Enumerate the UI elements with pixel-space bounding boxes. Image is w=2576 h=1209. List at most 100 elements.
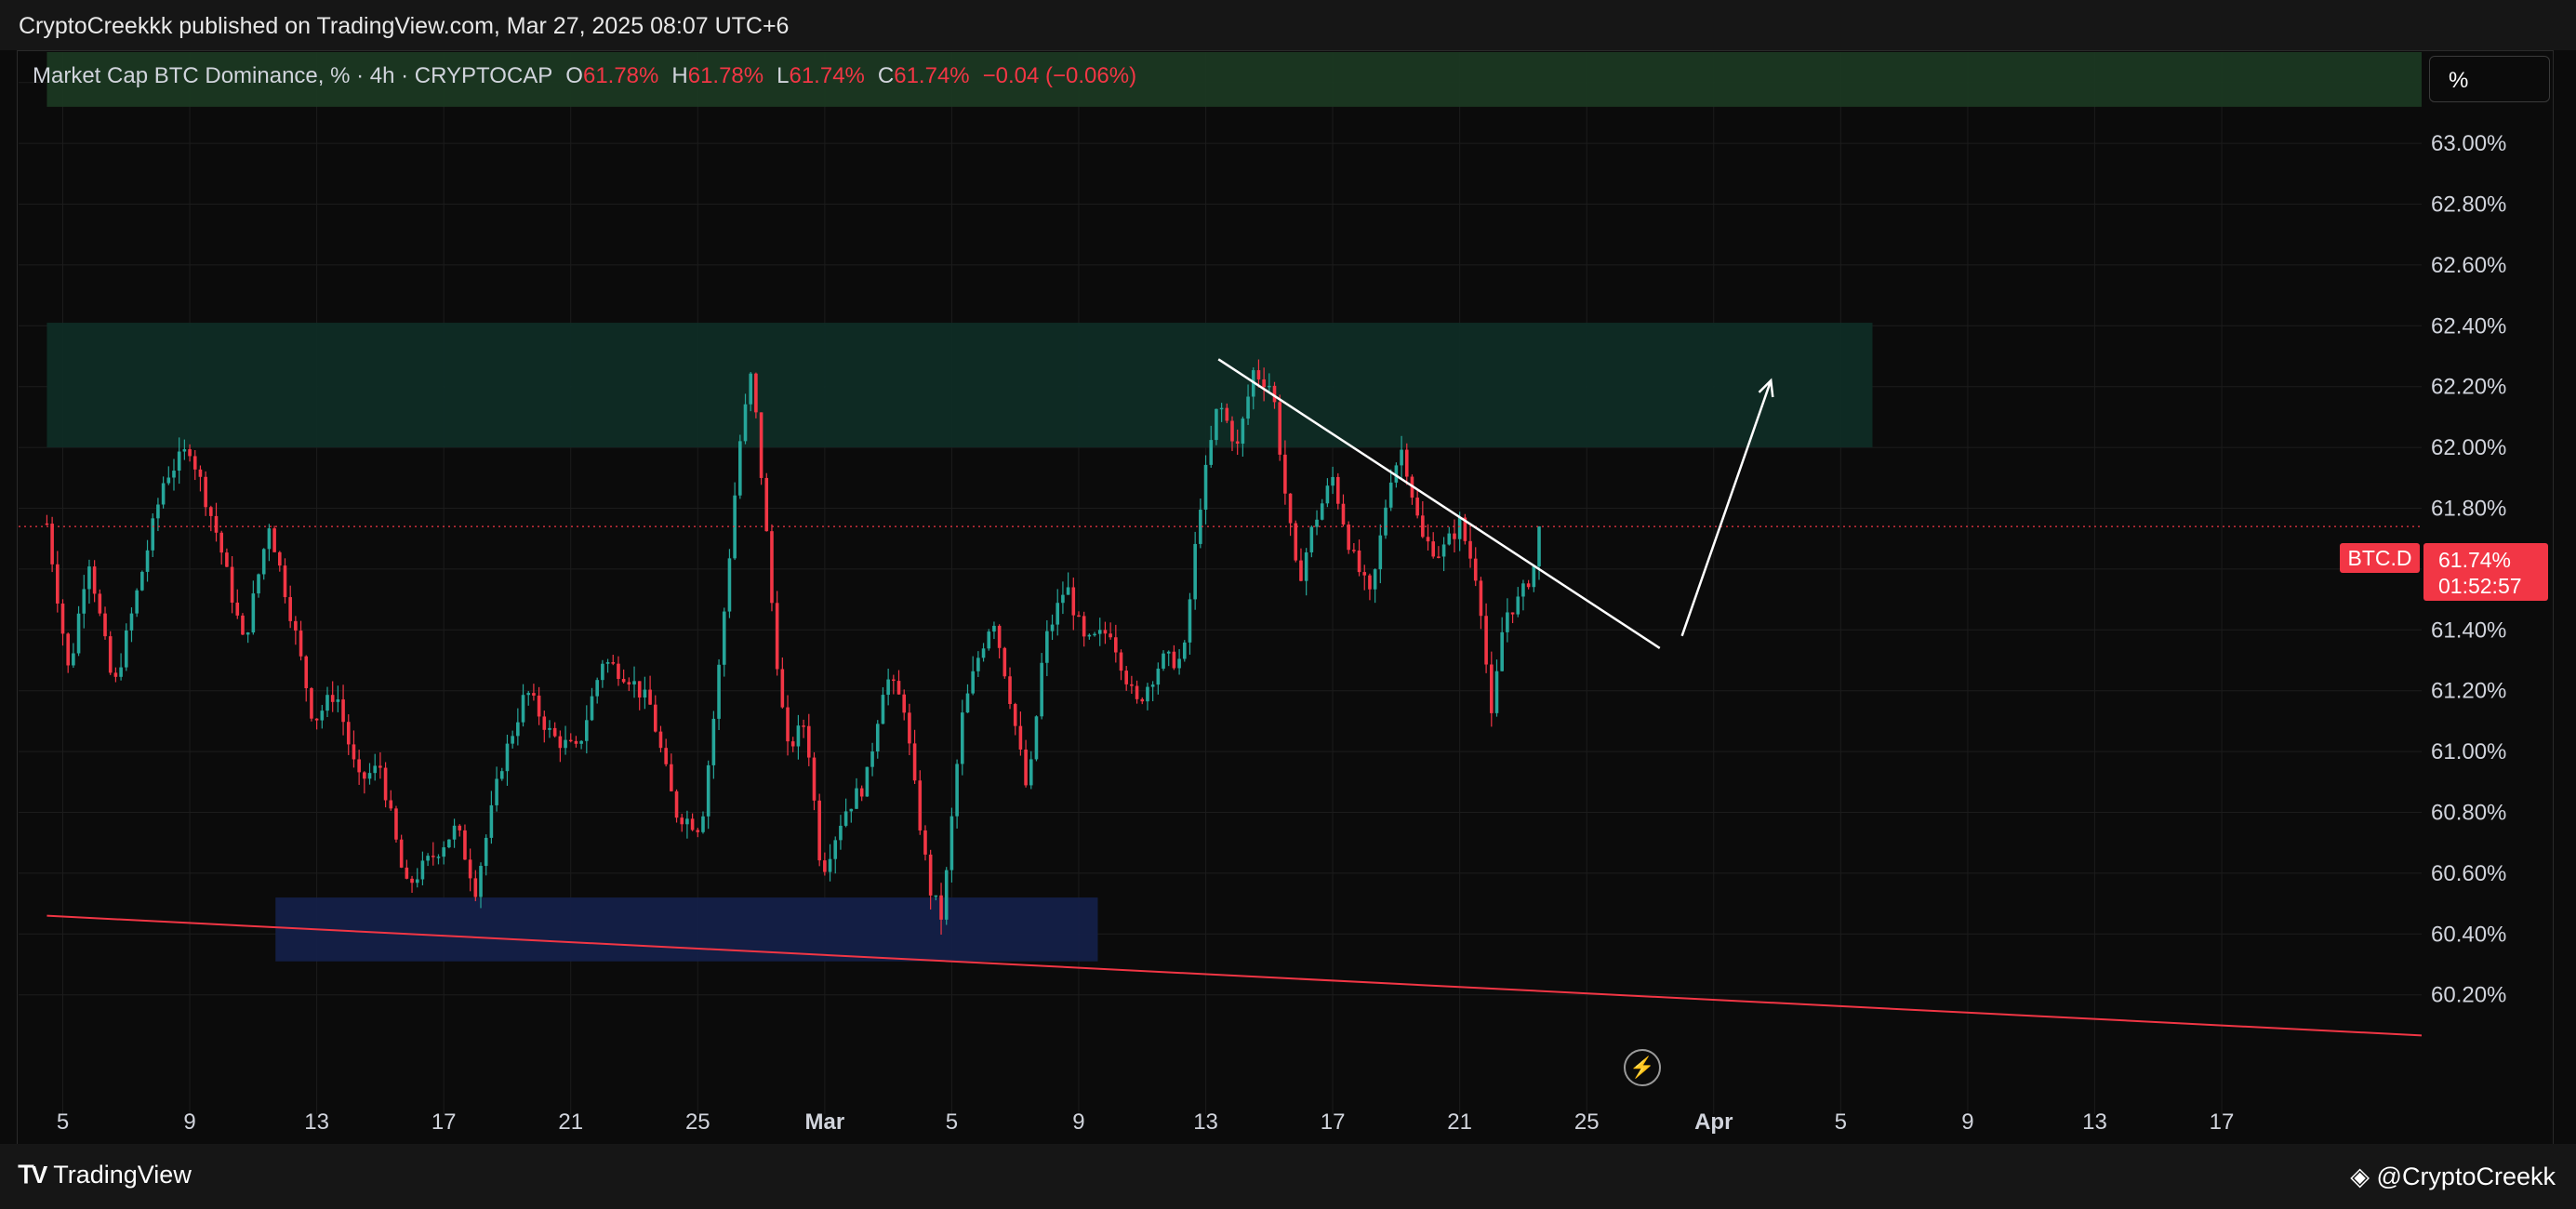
candle-body (1182, 642, 1187, 659)
candle-body (976, 658, 980, 671)
candle-body (617, 663, 620, 680)
candle-body (812, 757, 817, 801)
candle-body (590, 696, 594, 721)
candle-body (410, 878, 414, 884)
candle-body (516, 722, 520, 737)
candle-body (1500, 631, 1504, 671)
candle-body (1130, 684, 1134, 686)
candle-body (277, 551, 282, 566)
candle-body (1404, 449, 1409, 477)
candle-body (532, 693, 536, 696)
candle-body (399, 839, 404, 868)
candle-body (690, 818, 695, 830)
candle-body (627, 682, 631, 684)
y-tick-label: 62.80% (2431, 193, 2506, 218)
candle-body (389, 800, 393, 809)
candle-body (405, 867, 409, 879)
candle-body (1156, 668, 1161, 685)
candle-body (833, 840, 838, 859)
candle-body (796, 725, 801, 747)
candle-body (965, 693, 970, 713)
candle-body (1024, 749, 1028, 786)
x-tick-label: 9 (1072, 1109, 1084, 1135)
candle-body (537, 695, 541, 717)
candle-body (1230, 420, 1234, 442)
candle-body (1378, 535, 1383, 570)
publisher-text: CryptoCreekkk published on TradingView.c… (19, 13, 790, 39)
candle-body (193, 456, 197, 470)
candle-body (1283, 454, 1287, 494)
candle-body (235, 602, 240, 616)
candle-body (722, 611, 726, 665)
candle-body (696, 830, 700, 832)
x-tick-label: 9 (183, 1109, 195, 1135)
candle-body (1013, 704, 1017, 726)
candle-body (1331, 476, 1334, 486)
candle-body (870, 751, 874, 767)
candle-body (87, 566, 91, 590)
candle-body (436, 857, 441, 858)
legend-open-label: O (565, 63, 583, 88)
resistance-zone (46, 323, 1873, 448)
candle-body (892, 679, 896, 682)
candle-body (1109, 633, 1112, 638)
candle-body (574, 740, 578, 744)
candle-body (1357, 550, 1361, 573)
x-tick-label: 17 (432, 1109, 457, 1135)
candle-body (1162, 653, 1165, 669)
candle-body (325, 695, 329, 711)
candle-body (357, 759, 361, 773)
candle-body (955, 764, 959, 817)
candle-body (151, 518, 155, 551)
candle-body (1209, 440, 1214, 465)
candle-body (558, 736, 563, 749)
candle-body (1097, 630, 1102, 634)
legend-high-label: H (671, 63, 688, 88)
candle-body (1061, 594, 1065, 604)
candle-body (505, 743, 510, 772)
candle-body (717, 664, 721, 719)
candle-body (552, 727, 557, 737)
y-tick-label: 62.60% (2431, 253, 2506, 278)
legend-open-value: 61.78% (582, 63, 659, 88)
candle-body (1463, 517, 1467, 541)
percent-scale-button[interactable]: % (2429, 56, 2550, 102)
candle-body (817, 800, 821, 861)
candle-body (1040, 662, 1043, 717)
candle-body (432, 856, 435, 857)
candle-body (458, 825, 462, 830)
candle-body (261, 549, 266, 575)
candle-body (1215, 408, 1218, 441)
candle-body (1521, 583, 1525, 597)
candle-body (156, 504, 160, 519)
candle-body (103, 613, 107, 637)
candle-body (1103, 630, 1108, 634)
candle-body (299, 631, 303, 657)
candle-body (865, 766, 870, 797)
candle-body (257, 574, 260, 594)
x-tick-label: Mar (805, 1109, 845, 1135)
legend-low-value: 61.74% (789, 63, 865, 88)
candle-body (780, 669, 785, 708)
candle-body (790, 741, 795, 747)
candle-body (643, 689, 647, 698)
candle-body (92, 566, 97, 594)
candle-body (119, 667, 123, 677)
candle-body (294, 620, 298, 631)
candle-body (1490, 664, 1494, 713)
candle-body (786, 707, 790, 742)
candle-body (934, 895, 938, 897)
x-tick-label: 9 (1961, 1109, 1973, 1135)
author-credit[interactable]: ◈ @CryptoCreekk (2350, 1162, 2556, 1191)
candle-body (1246, 396, 1250, 419)
lightning-icon[interactable]: ⚡ (1624, 1049, 1661, 1086)
candle-body (1453, 533, 1456, 539)
candle-body (759, 412, 764, 478)
tradingview-logo[interactable]: ꓔV TradingView (19, 1161, 192, 1189)
candle-body (1294, 523, 1298, 561)
candle-body (283, 565, 287, 598)
candle-body (1272, 385, 1277, 403)
last-price-value: 61.74% (2438, 548, 2512, 572)
candle-body (479, 866, 483, 897)
